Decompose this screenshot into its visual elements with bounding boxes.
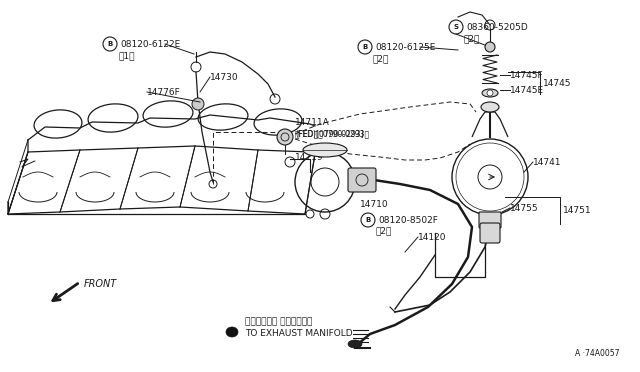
Text: 14741: 14741 [533, 157, 561, 167]
Text: 14710: 14710 [360, 199, 388, 208]
Text: S: S [454, 24, 458, 30]
Circle shape [485, 42, 495, 52]
Text: A ·74A0057: A ·74A0057 [575, 350, 620, 359]
Text: エキゾースト マニホールヘ: エキゾースト マニホールヘ [245, 317, 312, 327]
Text: 14730: 14730 [210, 73, 239, 81]
Text: （2）: （2） [373, 55, 389, 64]
Text: (FED)[0790-0293]: (FED)[0790-0293] [295, 129, 364, 138]
Text: 08360-5205D: 08360-5205D [466, 22, 528, 32]
Text: B: B [365, 217, 371, 223]
Circle shape [277, 129, 293, 145]
Text: （1）: （1） [118, 51, 134, 61]
Text: 14755: 14755 [510, 203, 539, 212]
Text: 08120-6122E: 08120-6122E [120, 39, 180, 48]
Text: （2）: （2） [376, 227, 392, 235]
Text: 14751: 14751 [563, 205, 591, 215]
Text: 14776F: 14776F [147, 87, 180, 96]
Ellipse shape [481, 102, 499, 112]
Text: 08120-8502F: 08120-8502F [378, 215, 438, 224]
Text: 14711A: 14711A [295, 118, 330, 126]
Text: B: B [362, 44, 367, 50]
Text: 14745F: 14745F [510, 71, 543, 80]
Ellipse shape [482, 89, 498, 97]
FancyBboxPatch shape [480, 223, 500, 243]
FancyBboxPatch shape [348, 168, 376, 192]
Ellipse shape [303, 143, 347, 157]
Circle shape [487, 90, 493, 96]
Text: （2）: （2） [464, 35, 481, 44]
Text: 08120-6125E: 08120-6125E [375, 42, 435, 51]
Text: 14719: 14719 [295, 153, 324, 161]
Text: （FED）＃0790-0293！: （FED）＃0790-0293！ [295, 129, 370, 138]
Text: FRONT: FRONT [84, 279, 117, 289]
FancyBboxPatch shape [479, 212, 501, 228]
Text: B: B [108, 41, 113, 47]
Ellipse shape [348, 340, 362, 348]
Text: 14120: 14120 [418, 232, 447, 241]
Ellipse shape [226, 327, 238, 337]
Text: 14745E: 14745E [510, 86, 544, 94]
Circle shape [192, 98, 204, 110]
Text: 14745: 14745 [543, 78, 572, 87]
Text: TO EXHAUST MANIFOLD: TO EXHAUST MANIFOLD [245, 330, 353, 339]
